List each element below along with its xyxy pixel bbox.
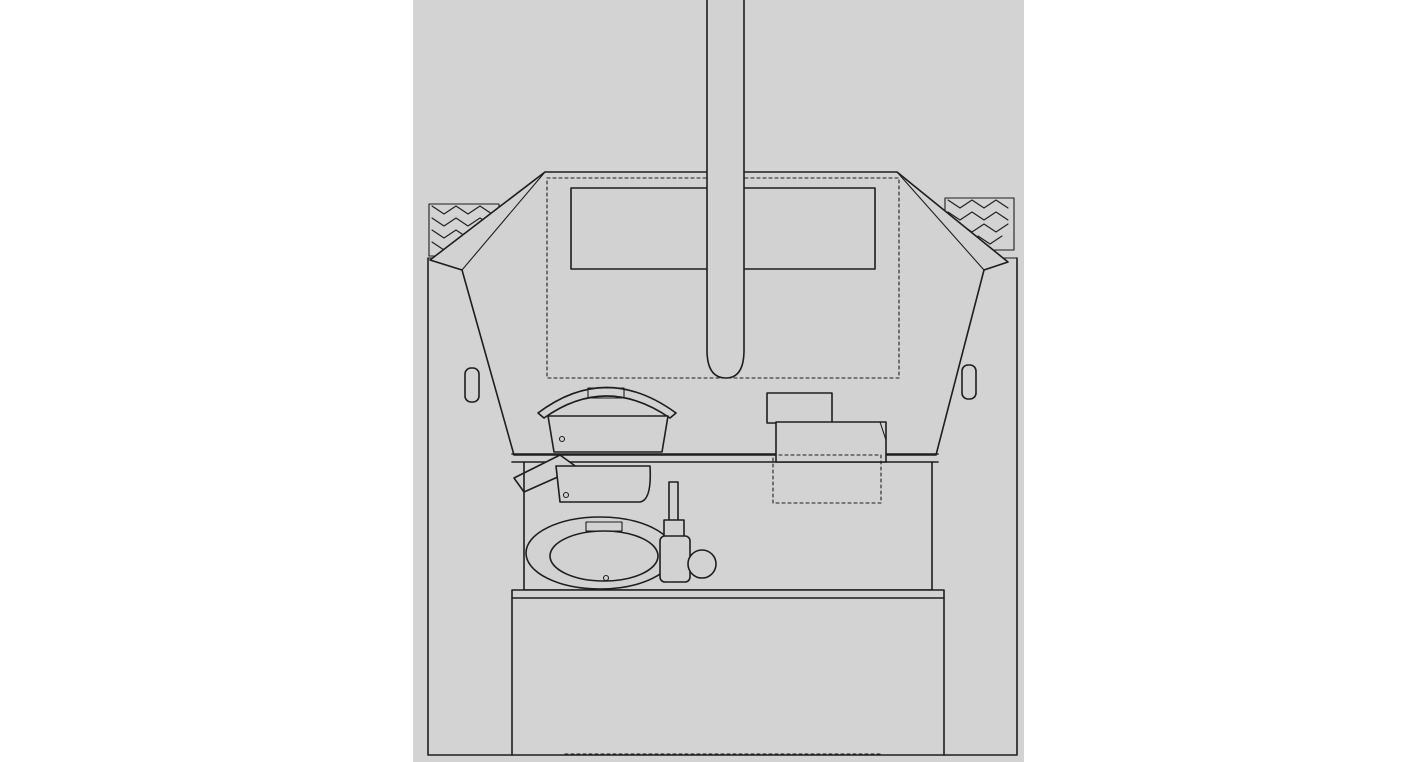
commander-hatch: [537, 386, 677, 453]
right-vision-block: [961, 364, 977, 400]
jack-fitting: [659, 481, 717, 583]
periscope-housing: [766, 392, 887, 504]
rear-round-hatch: [525, 516, 675, 590]
left-vision-block: [464, 367, 480, 403]
loader-hatch: [513, 454, 652, 503]
gun-barrel: [706, 0, 745, 379]
engine-deck: [511, 461, 945, 756]
